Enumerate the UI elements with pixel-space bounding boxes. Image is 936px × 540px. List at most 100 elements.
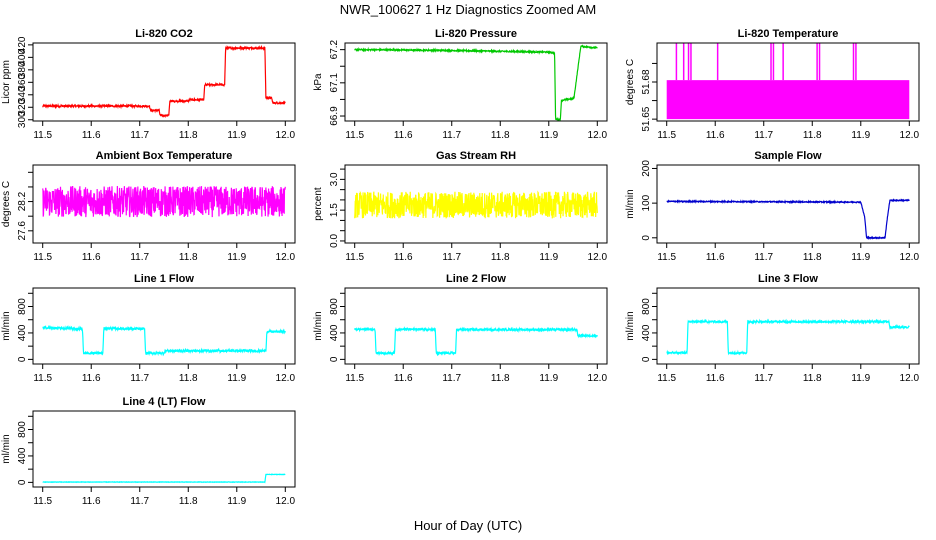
y-tick-label: 300 [17,111,28,128]
y-tick-label: 3.0 [329,172,340,186]
x-tick-label: 11.8 [491,130,510,141]
plot-area [354,326,598,357]
panel-title: Li-820 CO2 [135,28,192,40]
y-tick-label: 800 [329,298,340,315]
y-axis-label: ml/min [1,434,12,463]
x-tick-label: 11.7 [754,130,773,141]
y-tick-label: 0.0 [329,234,340,248]
x-tick-label: 11.8 [179,130,198,141]
y-axis-label: degrees C [1,181,12,227]
x-tick-label: 11.7 [130,496,149,507]
x-tick-label: 11.7 [130,130,149,141]
panel-pressure: Li-820 Pressure 11.5 11.6 11.7 11.8 11.9 12.0 6… [313,28,608,141]
x-tick-label: 11.5 [657,373,676,384]
y-tick-label: 0 [641,235,652,241]
plot-area [354,190,598,219]
panel-line2: Line 2 Flow 11.5 11.6 11.7 11.8 11.9 12.0 0 400 8… [313,273,608,384]
x-tick-label: 11.6 [394,252,413,263]
y-tick-label: 400 [17,324,28,341]
panel-line3: Line 3 Flow 11.5 11.6 11.7 11.8 11.9 12.0 0 400 8… [625,273,920,384]
x-tick-label: 11.5 [345,130,364,141]
x-tick-label: 11.7 [442,130,461,141]
panel-title: Li-820 Pressure [435,28,517,40]
series-line [42,185,286,218]
panel-title: Line 4 (LT) Flow [123,396,206,408]
x-tick-label: 11.6 [706,373,725,384]
x-tick-label: 11.8 [179,496,198,507]
x-tick-label: 11.5 [33,252,52,263]
y-tick-label: 800 [17,421,28,438]
y-axis-label: Licor ppm [1,60,12,104]
x-tick-label: 11.6 [82,130,101,141]
y-tick-label: 400 [17,49,28,66]
x-tick-label: 11.7 [442,373,461,384]
plot-area [354,44,598,121]
panel-licor-temp: Li-820 Temperature 11.5 11.6 11.7 11.8 11.9 12… [625,28,920,141]
x-tick-label: 11.7 [754,373,773,384]
panel-box-temp: Ambient Box Temperature 11.5 11.6 11.7 11.8 1… [1,150,296,263]
x-tick-label: 11.7 [130,373,149,384]
x-tick-label: 11.8 [803,252,822,263]
x-tick-label: 11.8 [179,252,198,263]
y-tick-label: 400 [641,324,652,341]
x-tick-label: 11.9 [851,252,870,263]
plot-frame [344,287,608,365]
figure-title: NWR_100627 1 Hz Diagnostics Zoomed AM [340,2,597,17]
series-line [42,44,286,119]
x-tick-label: 11.6 [706,130,725,141]
y-tick-label: 100 [641,194,652,211]
series-line [666,198,910,241]
series-line [354,326,598,357]
x-tick-label: 11.5 [657,252,676,263]
x-tick-label: 11.6 [82,252,101,263]
panel-title: Li-820 Temperature [738,28,839,40]
x-tick-label: 12.0 [588,130,608,141]
y-axis-label: degrees C [625,59,636,105]
x-tick-label: 11.8 [179,373,198,384]
x-tick-label: 12.0 [276,252,296,263]
y-tick-label: 0 [641,356,652,362]
panel-title: Line 2 Flow [446,273,506,285]
y-tick-label: 51.68 [641,69,652,94]
panel-co2: Li-820 CO2 11.5 11.6 11.7 11.8 11.9 12.0 300320… [1,28,296,141]
plot-frame [344,42,608,122]
y-axis-label: ml/min [313,311,324,340]
x-tick-label: 12.0 [588,252,608,263]
x-tick-label: 11.9 [539,130,558,141]
x-tick-label: 11.9 [227,373,246,384]
y-tick-label: 800 [641,298,652,315]
x-tick-label: 11.5 [33,373,52,384]
x-tick-label: 12.0 [276,130,296,141]
x-tick-label: 12.0 [276,496,296,507]
x-tick-label: 11.5 [33,496,52,507]
series-line [354,190,598,219]
x-tick-label: 11.8 [803,130,822,141]
y-tick-label: 67.2 [329,39,340,59]
x-tick-label: 11.8 [491,252,510,263]
series-line [666,318,910,356]
figure-xlabel: Hour of Day (UTC) [414,518,522,533]
x-tick-label: 11.9 [227,496,246,507]
y-tick-label: 340 [17,86,28,103]
y-tick-label: 420 [17,36,28,53]
plot-area [42,324,286,357]
x-tick-label: 11.9 [539,373,558,384]
y-tick-label: 0 [17,356,28,362]
x-tick-label: 12.0 [900,130,920,141]
x-tick-label: 12.0 [900,373,920,384]
panel-line4: Line 4 (LT) Flow 11.5 11.6 11.7 11.8 11.9 12.0… [1,396,296,507]
y-tick-label: 360 [17,74,28,91]
x-tick-label: 11.9 [227,252,246,263]
plot-area [42,473,286,484]
x-tick-label: 11.8 [803,373,822,384]
y-axis-label: ml/min [1,311,12,340]
panel-sample-flow: Sample Flow 11.5 11.6 11.7 11.8 11.9 12.0 0 100 2… [625,150,920,263]
series-line [42,473,286,484]
x-tick-label: 11.9 [227,130,246,141]
y-axis-label: ml/min [625,189,636,218]
y-tick-label: 400 [329,324,340,341]
x-tick-label: 11.9 [851,130,870,141]
panel-title: Sample Flow [754,150,822,162]
plot-frame [32,410,296,488]
